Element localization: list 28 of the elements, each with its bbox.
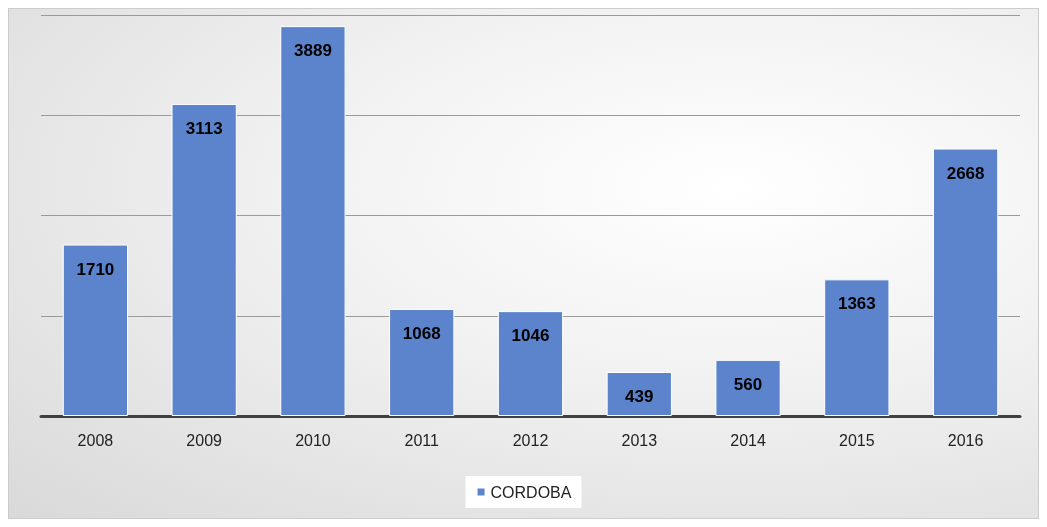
data-label: 3889	[294, 41, 332, 61]
x-tick-label: 2009	[186, 431, 223, 449]
x-tick-label: 2016	[947, 431, 984, 449]
bar	[171, 103, 237, 416]
x-tick-label: 2008	[77, 431, 114, 449]
bar	[606, 371, 672, 416]
data-label: 1068	[402, 323, 441, 343]
bar	[280, 26, 346, 416]
x-tick-label: 2015	[839, 431, 875, 449]
bar	[497, 311, 564, 416]
data-label: 2668	[946, 163, 985, 183]
data-label: 439	[625, 386, 654, 406]
bar	[62, 244, 129, 416]
data-label: 1046	[511, 326, 550, 346]
x-tick-label: 2011	[404, 431, 440, 449]
legend-label: CORDOBA	[490, 483, 572, 501]
data-label: 1710	[76, 259, 115, 279]
data-label: 560	[733, 374, 763, 394]
bar	[389, 308, 455, 416]
x-tick-label: 2013	[621, 431, 658, 449]
bar	[824, 279, 890, 416]
data-label: 3113	[185, 118, 223, 138]
bar	[715, 359, 781, 416]
bar	[932, 148, 999, 416]
x-tick-label: 2010	[295, 431, 331, 449]
x-tick-label: 2014	[730, 431, 766, 449]
data-label: 1363	[837, 294, 876, 314]
x-tick-label: 2012	[512, 431, 549, 449]
